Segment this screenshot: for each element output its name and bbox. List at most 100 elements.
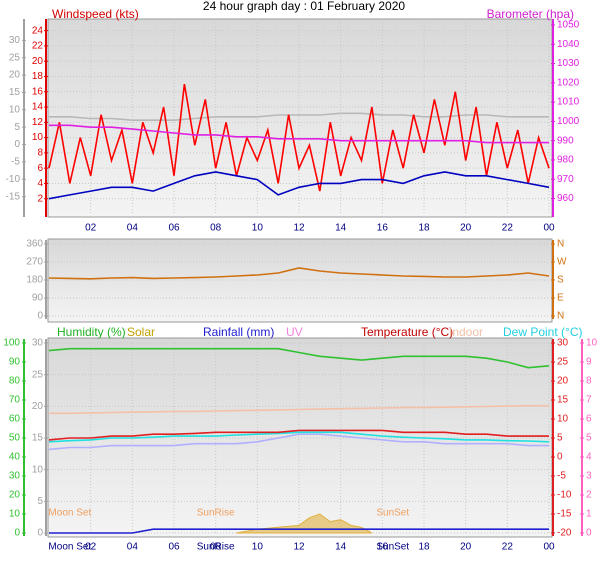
y-tick-label: 0: [37, 528, 43, 539]
y-tick-label: 5: [37, 496, 43, 507]
y-tick-label: 18: [32, 71, 44, 82]
legend-entry: Indoor: [449, 325, 483, 339]
series-line: [49, 528, 549, 534]
axis-label: Windspeed (kts): [52, 7, 139, 21]
y-tick-label: 14: [32, 102, 44, 113]
panel-bg: [47, 18, 553, 218]
y-tick-label: 10: [557, 414, 569, 425]
y-tick-label: 20: [557, 376, 569, 387]
y-tick-label: 6: [586, 414, 592, 425]
y-tick-label: 24: [32, 25, 44, 36]
y-tick-label: -15: [557, 509, 572, 520]
y-tick-label: 10: [9, 509, 21, 520]
y-tick-label: 270: [26, 257, 43, 268]
y-tick-label: 20: [9, 70, 21, 81]
y-tick-label: 2: [37, 193, 43, 204]
x-tick-label: 10: [252, 223, 264, 234]
legend-entry: Solar: [127, 325, 155, 339]
y-tick-label: 15: [557, 395, 569, 406]
y-tick-label: 30: [9, 35, 21, 46]
y-tick-label: 9: [586, 357, 592, 368]
y-tick-label: 3: [586, 471, 592, 482]
legend-entry: Rainfall (mm): [203, 325, 274, 339]
x-tick-label: 04: [127, 223, 139, 234]
annotation: Moon Set: [48, 508, 91, 519]
legend-entry: Humidity (%): [57, 325, 126, 339]
annotation: SunSet: [376, 508, 409, 519]
x-tick-label: 18: [418, 542, 430, 553]
y-tick-label: 1030: [557, 58, 580, 69]
y-tick-label: E: [557, 293, 564, 304]
series-line: [48, 431, 550, 443]
y-tick-label: 4: [37, 178, 43, 189]
y-tick-label: -10: [6, 174, 21, 185]
y-tick-label: W: [557, 257, 567, 268]
chart-title: 24 hour graph day : 01 February 2020: [203, 0, 405, 13]
y-tick-label: 20: [9, 490, 21, 501]
y-tick-label: 5: [557, 433, 563, 444]
y-tick-label: 90: [32, 293, 44, 304]
y-tick-label: 10: [32, 464, 44, 475]
x-tick-label: 14: [335, 542, 347, 553]
x-tick-label: 08: [210, 223, 222, 234]
annotation-axis: SunRise: [197, 542, 235, 553]
y-tick-label: 0: [14, 139, 20, 150]
y-tick-label: -20: [557, 528, 572, 539]
y-tick-label: 70: [9, 395, 21, 406]
y-tick-label: 6: [37, 163, 43, 174]
y-tick-label: 30: [32, 338, 44, 349]
y-tick-label: 12: [32, 117, 44, 128]
y-tick-label: 180: [26, 275, 43, 286]
y-tick-label: 60: [9, 414, 21, 425]
y-tick-label: -5: [11, 157, 20, 168]
y-tick-label: 1050: [557, 20, 580, 31]
y-tick-label: 100: [3, 338, 20, 349]
x-tick-label: 10: [252, 542, 264, 553]
y-tick-label: 30: [9, 471, 21, 482]
annotation-axis: Moon Set: [48, 542, 91, 553]
y-tick-label: 0: [557, 452, 563, 463]
y-tick-label: 8: [586, 376, 592, 387]
y-tick-label: 4: [586, 452, 592, 463]
y-tick-label: 15: [9, 87, 21, 98]
annotation: SunRise: [197, 508, 235, 519]
y-tick-label: 10: [586, 338, 598, 349]
y-tick-label: 25: [9, 52, 21, 63]
y-tick-label: N: [557, 311, 564, 322]
y-tick-label: 1000: [557, 116, 580, 127]
x-tick-label: 16: [377, 223, 389, 234]
y-tick-label: 0: [37, 311, 43, 322]
x-tick-label: 08: [210, 542, 222, 553]
y-tick-label: 10: [32, 132, 44, 143]
y-tick-label: 970: [557, 174, 574, 185]
x-tick-label: 22: [502, 223, 514, 234]
y-tick-label: 30: [557, 338, 569, 349]
series-line: [49, 404, 549, 415]
y-tick-label: 5: [586, 433, 592, 444]
y-tick-label: 5: [14, 122, 20, 133]
y-tick-label: 25: [32, 369, 44, 380]
x-tick-label: 18: [418, 223, 430, 234]
legend-entry: Temperature (°C): [361, 325, 453, 339]
series-line: [48, 347, 550, 369]
x-tick-label: 14: [335, 223, 347, 234]
y-tick-label: 20: [32, 401, 44, 412]
y-tick-label: 40: [9, 452, 21, 463]
y-tick-label: 1010: [557, 97, 580, 108]
x-tick-label: 12: [293, 542, 305, 553]
y-tick-label: 10: [9, 104, 21, 115]
x-tick-label: 12: [293, 223, 305, 234]
x-tick-label: 06: [168, 542, 180, 553]
y-tick-label: 360: [26, 239, 43, 250]
series-line: [49, 112, 549, 121]
y-tick-label: 1020: [557, 77, 580, 88]
y-tick-label: 80: [9, 376, 21, 387]
y-tick-label: 0: [14, 528, 20, 539]
y-tick-label: 22: [32, 41, 44, 52]
x-tick-label: 02: [85, 223, 97, 234]
y-tick-label: 25: [557, 357, 569, 368]
y-tick-label: -15: [6, 191, 21, 202]
panel-bg: [47, 238, 553, 323]
y-tick-label: 20: [32, 56, 44, 67]
